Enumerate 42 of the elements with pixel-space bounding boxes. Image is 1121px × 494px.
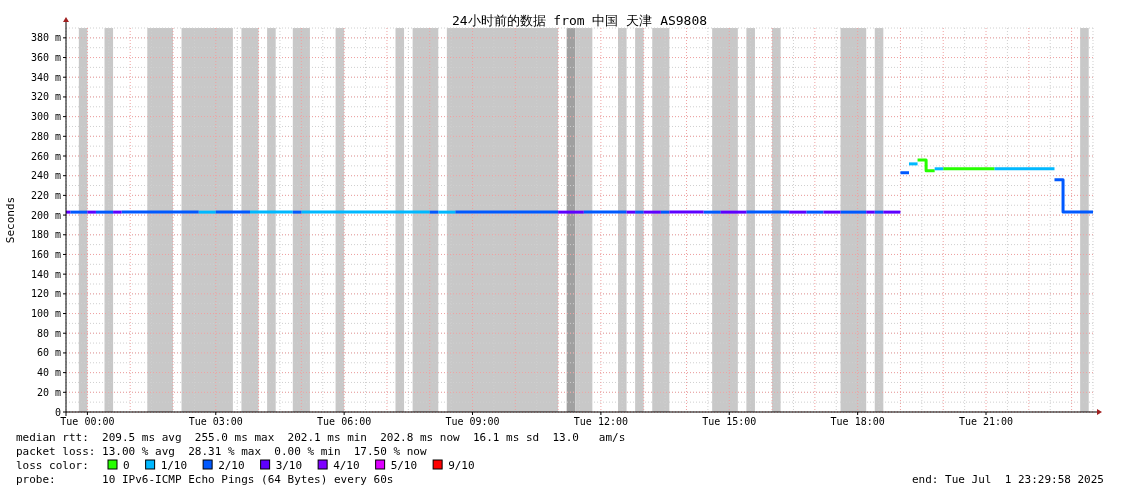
text: packet loss: 13.00 % avg 28.31 % max 0.00 % min 17.50 % now (16, 445, 427, 458)
y-axis-title: Seconds (4, 196, 17, 244)
y-tick-label: 120 m (30, 288, 61, 300)
y-tick-label: 180 m (30, 229, 61, 241)
legend-label: 4/10 (333, 459, 360, 472)
text: median rtt: 209.5 ms avg 255.0 ms max 202.1 ms min 202.8 ms now 16.1 ms sd 13.0 am/s (16, 431, 626, 444)
y-tick-label: 0 (54, 406, 61, 418)
legend-title: loss color: (16, 459, 89, 472)
y-tick-label: 380 m (30, 32, 61, 44)
y-tick-label: 320 m (30, 91, 61, 103)
legend-label: 3/10 (275, 459, 303, 472)
legend-label: 2/10 (218, 459, 245, 472)
legend-label: 1/10 (160, 459, 188, 472)
y-tick-label: 360 m (30, 52, 61, 64)
y-tick-label: 260 m (30, 150, 61, 162)
y-tick-label: 140 m (30, 268, 61, 280)
legend-label: 0 (123, 459, 130, 472)
y-tick-label: 60 m (36, 347, 61, 359)
y-tick-label: 280 m (30, 130, 61, 142)
y-tick-label: 160 m (30, 248, 61, 260)
y-tick-label: 100 m (30, 308, 61, 320)
text: end: Tue Jul 1 23:29:58 2025 (911, 473, 1104, 486)
x-tick-label: Tue 00:00 (60, 416, 115, 427)
y-tick-label: 200 m (30, 209, 61, 221)
x-tick-label: Tue 06:00 (317, 416, 372, 427)
y-tick-label: 40 m (36, 367, 61, 379)
y-tick-label: 300 m (30, 111, 61, 123)
x-tick-label: Tue 21:00 (958, 416, 1014, 427)
legend-label: 9/10 (448, 459, 475, 472)
x-tick-label: Tue 12:00 (573, 416, 628, 427)
x-tick-label: Tue 18:00 (830, 416, 885, 427)
chart-title: 24小时前的数据 from 中国 天津 AS9808 (451, 13, 708, 28)
y-tick-label: 240 m (30, 170, 61, 182)
legend-label: 5/10 (390, 459, 418, 472)
y-tick-label: 220 m (30, 189, 61, 201)
y-tick-label: 340 m (30, 71, 61, 83)
y-tick-label: 20 m (36, 386, 61, 398)
x-tick-label: Tue 09:00 (445, 416, 500, 427)
text: probe: 10 IPv6-ICMP Echo Pings (64 Bytes) every 60s (16, 473, 394, 486)
y-tick-label: 80 m (36, 327, 61, 339)
x-tick-label: Tue 03:00 (188, 416, 243, 427)
x-tick-label: Tue 15:00 (702, 416, 757, 427)
